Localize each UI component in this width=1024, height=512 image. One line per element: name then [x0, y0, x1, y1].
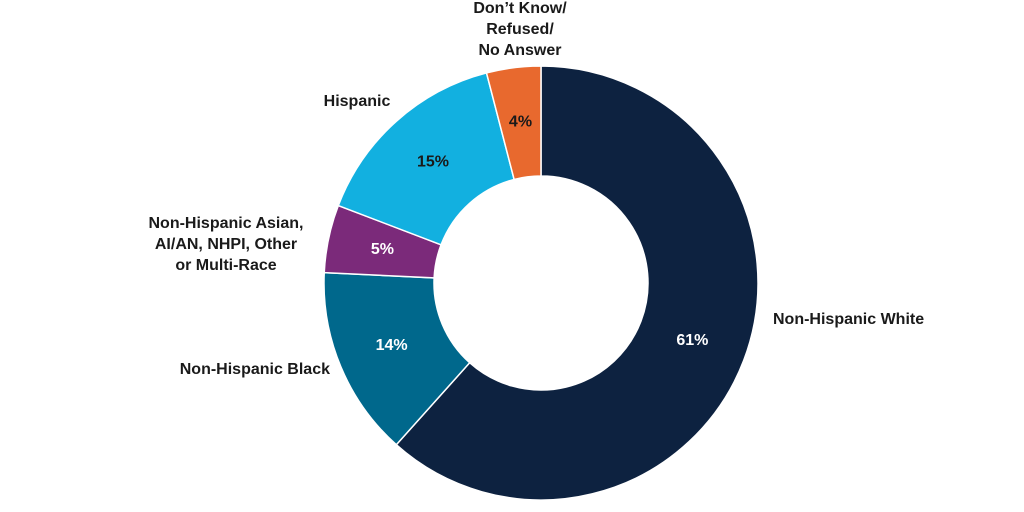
data-label: 14% — [376, 337, 408, 354]
category-label: Hispanic — [324, 93, 391, 110]
data-label: 4% — [509, 114, 532, 131]
category-label: Don’t Know/Refused/No Answer — [473, 0, 567, 59]
data-label: 61% — [676, 332, 708, 349]
data-label: 15% — [417, 153, 449, 170]
data-label: 5% — [371, 241, 394, 258]
category-label: Non-Hispanic White — [773, 311, 924, 328]
donut-slice — [337, 72, 516, 246]
category-label: Non-Hispanic Black — [180, 361, 330, 378]
category-label: Non-Hispanic Asian, AI/AN, NHPI, Other or … — [149, 215, 304, 274]
donut-slice — [485, 65, 542, 181]
donut-slice — [395, 65, 759, 501]
